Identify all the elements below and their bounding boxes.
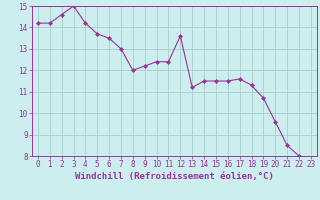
X-axis label: Windchill (Refroidissement éolien,°C): Windchill (Refroidissement éolien,°C) — [75, 172, 274, 181]
